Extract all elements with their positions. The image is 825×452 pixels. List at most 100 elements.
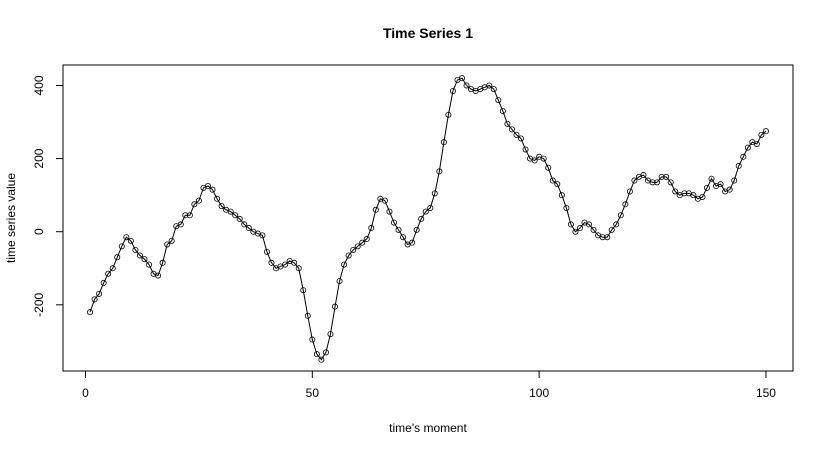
data-point (336, 278, 343, 285)
data-point (499, 108, 506, 115)
data-point (599, 234, 606, 241)
data-point (449, 87, 456, 94)
data-point (490, 86, 497, 93)
data-point (236, 215, 243, 222)
data-point (232, 212, 239, 219)
x-tick-label: 50 (306, 386, 320, 400)
data-point (531, 157, 538, 164)
data-point (304, 312, 311, 319)
data-point (567, 221, 574, 228)
data-point (726, 186, 733, 193)
data-point (762, 128, 769, 135)
data-point (708, 175, 715, 182)
data-point (522, 146, 529, 153)
data-point (622, 201, 629, 208)
data-point (436, 168, 443, 175)
data-point (186, 212, 193, 219)
data-point (282, 261, 289, 268)
data-point (345, 252, 352, 259)
data-point (649, 179, 656, 186)
data-point (413, 226, 420, 233)
data-point (372, 206, 379, 213)
data-point (586, 221, 593, 228)
data-point (91, 296, 98, 303)
data-point (332, 303, 339, 310)
data-point (195, 197, 202, 204)
series-line (89, 77, 767, 361)
data-point (440, 139, 447, 146)
data-point (164, 241, 171, 248)
data-point (159, 259, 166, 266)
data-point (409, 239, 416, 246)
data-point (241, 221, 248, 228)
data-point (155, 272, 162, 279)
data-point (87, 309, 94, 316)
data-point (735, 162, 742, 169)
data-point (495, 97, 502, 104)
y-axis-label: time series value (4, 173, 18, 263)
data-point (513, 131, 520, 138)
data-point (563, 204, 570, 211)
data-point (177, 221, 184, 228)
data-point (245, 225, 252, 232)
data-point (313, 351, 320, 358)
data-point (731, 177, 738, 184)
data-point (132, 246, 139, 253)
data-point (386, 208, 393, 215)
data-point (227, 208, 234, 215)
y-tick-label: 200 (32, 148, 46, 168)
data-point (390, 219, 397, 226)
data-point (418, 215, 425, 222)
data-point (703, 184, 710, 191)
data-point (508, 126, 515, 133)
data-point (631, 177, 638, 184)
data-point (214, 195, 221, 202)
data-point (758, 131, 765, 138)
data-point (259, 232, 266, 239)
data-point (663, 173, 670, 180)
chart-title: Time Series 1 (383, 25, 473, 41)
data-point (341, 261, 348, 268)
data-point (327, 331, 334, 338)
data-point (118, 243, 125, 250)
data-point (608, 226, 615, 233)
data-point (123, 234, 130, 241)
data-point (744, 144, 751, 151)
data-point (604, 234, 611, 241)
data-point (654, 179, 661, 186)
data-point (626, 188, 633, 195)
data-point (617, 212, 624, 219)
data-point (291, 259, 298, 266)
data-point (136, 252, 143, 259)
data-point (209, 186, 216, 193)
data-point (309, 336, 316, 343)
data-point (359, 239, 366, 246)
data-point (114, 254, 121, 261)
data-point (427, 204, 434, 211)
data-point (141, 256, 148, 263)
data-point (354, 243, 361, 250)
data-point (558, 192, 565, 199)
data-point (322, 349, 329, 356)
y-tick-label: 0 (32, 228, 46, 235)
data-point (300, 287, 307, 294)
data-point (463, 82, 470, 89)
data-point (545, 164, 552, 171)
data-point (572, 228, 579, 235)
data-point (554, 181, 561, 188)
data-point (191, 201, 198, 208)
data-point (699, 193, 706, 200)
data-point (109, 265, 116, 272)
data-point (100, 279, 107, 286)
data-point (576, 225, 583, 232)
data-point (672, 188, 679, 195)
data-point (127, 237, 134, 244)
data-point (445, 111, 452, 118)
data-point (268, 259, 275, 266)
data-point (263, 248, 270, 255)
data-point (431, 190, 438, 197)
data-point (218, 203, 225, 210)
data-point (295, 265, 302, 272)
data-point (182, 212, 189, 219)
data-point (368, 225, 375, 232)
